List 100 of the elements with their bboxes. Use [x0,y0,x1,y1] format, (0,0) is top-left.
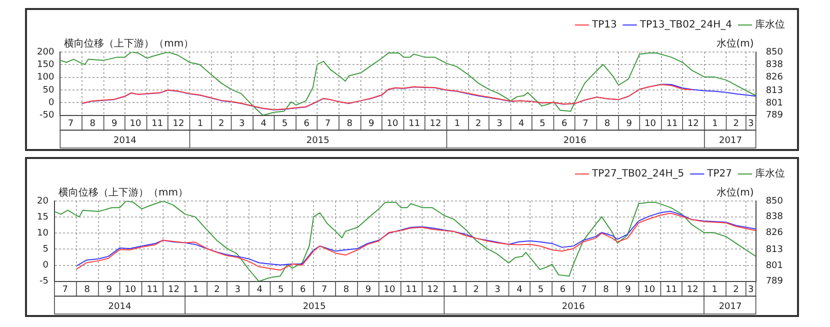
x-tick-label: 10 [644,285,656,296]
x-tick-label: 1 [454,119,460,130]
x2-tick-label: 2015 [306,136,330,146]
x-tick-label: 12 [168,285,180,296]
x-tick-label: 5 [538,285,544,296]
y2-tick-label: 826 [766,72,784,82]
x-tick-label: 2 [218,119,224,130]
y2-axis-title: 水位(m) [716,186,754,199]
legend-label: 库水位 [755,18,785,31]
x-tick-label: 3 [494,285,500,296]
y-tick-label: 100 [36,72,54,83]
x-tick-label: 8 [90,119,96,130]
legend-label: TP13_TB02_24H_4 [638,20,732,31]
x2-tick-label: 2014 [108,302,132,312]
x-tick-label: 6 [561,119,568,130]
x-tick-label: 7 [62,285,68,296]
y-tick-label: 200 [36,47,54,58]
x-tick-label: 4 [260,119,267,130]
x-tick-label: 8 [84,285,90,296]
x-tick-label: 11 [666,119,678,130]
x-tick-label: 1 [192,285,199,296]
x-tick-label: 3 [234,285,240,296]
x-tick-label: 3 [748,285,754,296]
y-axis-title: 横向位移（上下游）（mm） [58,186,188,199]
y2-tick-label: 801 [766,260,784,271]
x-tick-label: 10 [124,285,136,296]
y-tick-label: 20 [37,196,49,206]
x-tick-label: 11 [408,119,420,130]
y2-tick-label: 850 [766,47,784,58]
y-tick-label: 0 [48,98,54,108]
x2-tick-label: 2016 [563,136,587,146]
x-tick-label: 3 [238,119,245,130]
x-tick-label: 4 [256,285,263,296]
y-tick-label: 10 [37,228,49,239]
x-tick-label: 4 [516,285,523,296]
x-tick-label: 9 [365,285,372,296]
x-tick-label: 10 [386,119,399,130]
x-tick-label: 6 [304,119,310,130]
y-tick-label: 150 [36,60,54,70]
x-tick-label: 7 [582,119,588,130]
x-tick-label: 11 [406,285,418,296]
x-tick-label: 3 [748,119,754,130]
y2-tick-label: 826 [766,228,784,238]
y2-tick-label: 801 [766,98,784,108]
x-tick-label: 12 [430,119,442,130]
x-tick-label: 7 [68,119,74,130]
y-tick-label: -50 [39,110,54,121]
y-tick-label: 15 [37,212,48,222]
x-tick-label: 11 [666,285,678,296]
x-tick-label: 12 [686,285,698,296]
y2-tick-label: 850 [766,196,784,206]
y-tick-label: 5 [42,244,48,255]
x-tick-label: 6 [300,285,306,296]
x-tick-label: 9 [368,119,375,130]
legend-label: TP13 [590,20,617,31]
y-axis-title: 横向位移（上下游）（mm） [64,38,194,50]
x-tick-label: 12 [687,119,699,130]
x-tick-label: 9 [625,285,632,296]
x-tick-label: 8 [603,285,610,296]
x-tick-label: 5 [282,119,288,130]
y2-axis-title: 水位(m) [716,38,754,50]
x-tick-label: 8 [343,285,350,296]
x-tick-label: 10 [130,119,142,130]
x-tick-label: 2 [214,285,220,296]
legend-label: TP27 [706,168,732,180]
x-tick-label: 11 [146,285,158,296]
x-tick-label: 10 [384,285,396,296]
y2-tick-label: 813 [766,86,784,96]
x-tick-label: 9 [626,119,632,130]
x-tick-label: 1 [452,285,458,296]
x-tick-label: 1 [712,285,718,296]
y2-tick-label: 789 [766,110,784,121]
x-tick-label: 12 [427,285,439,296]
x-tick-label: 2 [733,119,739,130]
x-tick-label: 1 [712,119,718,130]
y2-tick-label: 838 [766,60,784,70]
x2-tick-label: 2015 [302,302,326,312]
x-tick-label: 7 [324,119,331,130]
x-tick-label: 6 [560,285,566,296]
x-tick-label: 2 [476,119,482,130]
x-tick-label: 5 [278,285,284,296]
x-tick-label: 8 [604,119,610,130]
x2-tick-label: 2017 [718,302,742,312]
x-tick-label: 4 [518,119,524,130]
x-tick-label: 7 [321,285,328,296]
y-tick-label: 50 [42,85,54,96]
x-tick-label: 12 [172,119,184,130]
x-tick-label: 9 [106,285,112,296]
x-tick-label: 7 [581,285,587,296]
x2-tick-label: 2014 [114,136,137,146]
x-tick-label: 2 [733,285,739,296]
legend-label: TP27_TB02_24H_5 [590,168,684,180]
x2-tick-label: 2017 [719,136,742,146]
x-tick-label: 1 [197,119,204,130]
x-tick-label: 2 [473,285,479,296]
y-tick-label: -5 [39,276,48,287]
x-tick-label: 11 [152,119,164,130]
x-tick-label: 3 [496,119,502,130]
x-tick-label: 10 [644,119,656,130]
y2-tick-label: 838 [766,212,784,222]
